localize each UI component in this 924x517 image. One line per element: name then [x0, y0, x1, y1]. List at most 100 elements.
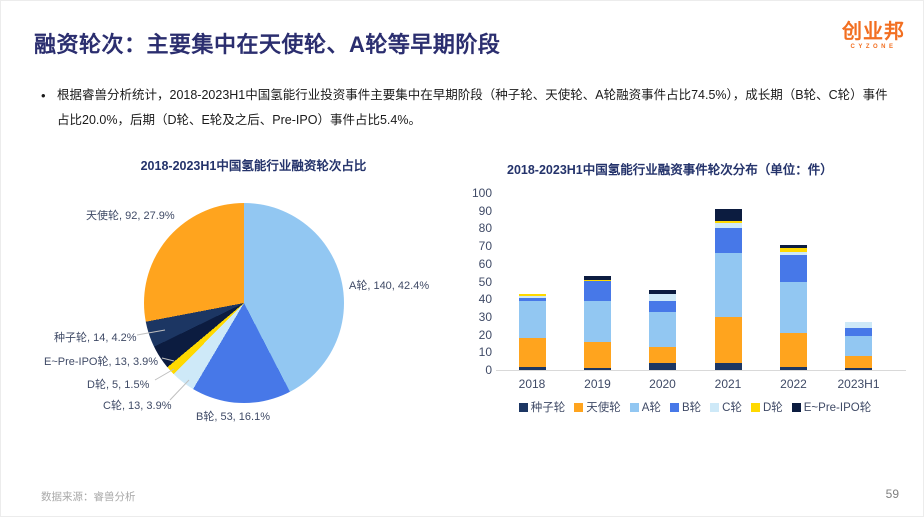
x-axis-label-2021: 2021	[714, 377, 742, 391]
y-axis-tick-90: 90	[478, 203, 492, 218]
bar-segment-种子轮	[518, 366, 546, 370]
legend-item-E~Pre-IPO轮: E~Pre-IPO轮	[791, 399, 872, 415]
bar-segment-A轮	[780, 281, 807, 333]
pie-label-round-d: D轮, 5, 1.5%	[87, 379, 150, 391]
bar-segment-天使轮	[649, 347, 676, 363]
bar-segment-D轮	[780, 248, 807, 252]
bar-segment-C轮	[518, 295, 546, 298]
pie-chart	[144, 203, 344, 403]
page-number: 59	[885, 487, 899, 501]
bar-segment-天使轮	[584, 341, 611, 369]
legend-item-A轮: A轮	[629, 399, 661, 415]
bullet-text: 根据睿兽分析统计，2018-2023H1中国氢能行业投资事件主要集中在早期阶段（…	[57, 88, 888, 127]
bar-segment-种子轮	[649, 362, 676, 370]
bar-chart-plot-area: 0 10 20 30 40 50 60 70 80 90 100 2018 2019 2020 2021 20…	[472, 186, 906, 391]
bar-segment-A轮	[714, 253, 742, 317]
y-axis-tick-80: 80	[478, 221, 492, 236]
legend-label: D轮	[762, 402, 783, 414]
x-axis-label-2019: 2019	[584, 377, 611, 391]
stacked-bar-2020	[649, 290, 676, 370]
legend-label: B轮	[681, 402, 702, 414]
bar-segment-B轮	[518, 297, 546, 302]
pie-label-angel: 天使轮, 92, 27.9%	[86, 210, 175, 222]
pie-label-round-a: A轮, 140, 42.4%	[349, 280, 430, 292]
bar-segment-A轮	[845, 336, 872, 356]
bar-segment-C轮	[780, 251, 807, 256]
legend-item-C轮: C轮	[710, 399, 742, 415]
bar-segment-种子轮	[845, 368, 872, 370]
x-axis-label-2020: 2020	[649, 377, 676, 391]
legend-swatch-icon	[750, 402, 760, 412]
y-axis-tick-100: 100	[471, 186, 492, 200]
bar-segment-种子轮	[780, 366, 807, 370]
logo-sub-text: CYZONE	[850, 44, 897, 50]
y-axis-tick-20: 20	[478, 327, 492, 342]
bar-chart-title: 2018-2023H1中国氢能行业融资事件轮次分布（单位：件）	[507, 163, 833, 177]
legend-label: 种子轮	[530, 402, 566, 414]
legend-swatch-icon	[710, 402, 720, 412]
bar-segment-A轮	[649, 311, 676, 348]
bullet-paragraph: • 根据睿兽分析统计，2018-2023H1中国氢能行业投资事件主要集中在早期阶…	[41, 83, 889, 133]
bar-segment-B轮	[780, 255, 807, 282]
bar-chart-legend: 种子轮 天使轮 A轮 B轮 C轮 D轮 E~Pre-IPO轮	[471, 399, 919, 415]
bar-segment-A轮	[584, 300, 611, 342]
bar-segment-A轮	[518, 301, 546, 339]
legend-swatch-icon	[629, 402, 639, 412]
legend-item-天使轮: 天使轮	[574, 399, 621, 415]
legend-label: 天使轮	[586, 402, 621, 414]
legend-label: E~Pre-IPO轮	[803, 402, 872, 414]
bar-segment-E~Pre-IPO轮	[649, 290, 676, 294]
y-axis-tick-60: 60	[478, 256, 492, 271]
pie-label-round-c: C轮, 13, 3.9%	[103, 400, 172, 412]
pie-chart-panel: 2018-2023H1中国氢能行业融资轮次占比 天使轮, 92, 27.9% A…	[41, 151, 466, 431]
pie-label-seed: 种子轮, 14, 4.2%	[54, 332, 137, 344]
stacked-bar-2021	[714, 208, 742, 370]
bullet-marker: •	[41, 88, 46, 103]
data-source-note: 数据来源：睿兽分析	[41, 491, 136, 503]
bar-chart-panel: 2018-2023H1中国氢能行业融资事件轮次分布（单位：件） 0 10 20 30 4…	[471, 156, 919, 431]
legend-label: C轮	[722, 402, 742, 414]
legend-swatch-icon	[669, 402, 679, 412]
bar-segment-天使轮	[518, 338, 546, 367]
bar-segment-D轮	[584, 279, 611, 282]
bar-segment-E~Pre-IPO轮	[584, 276, 611, 280]
bar-segment-C轮	[714, 223, 742, 229]
bar-segment-D轮	[518, 293, 546, 296]
y-axis-tick-70: 70	[478, 239, 492, 254]
bar-segment-天使轮	[845, 355, 872, 369]
pie-label-pre-ipo: E~Pre-IPO轮, 13, 3.9%	[44, 356, 159, 368]
bar-segment-E~Pre-IPO轮	[714, 208, 742, 222]
legend-swatch-icon	[791, 402, 801, 412]
legend-item-种子轮: 种子轮	[518, 399, 566, 415]
legend-swatch-icon	[574, 402, 584, 412]
pie-label-round-b: B轮, 53, 16.1%	[196, 411, 270, 423]
legend-item-D轮: D轮	[750, 399, 783, 415]
page-title: 融资轮次：主要集中在天使轮、A轮等早期阶段	[34, 32, 501, 57]
y-axis-tick-0: 0	[485, 363, 492, 377]
y-axis-tick-50: 50	[478, 274, 492, 289]
x-axis-label-2023H1: 2023H1	[837, 377, 880, 391]
x-axis-label-2022: 2022	[780, 377, 807, 391]
bar-segment-种子轮	[714, 362, 742, 370]
legend-label: A轮	[641, 402, 661, 414]
stacked-bar-2019	[584, 276, 611, 370]
y-axis-tick-30: 30	[478, 309, 492, 324]
stacked-bar-2018	[518, 293, 546, 370]
bar-segment-种子轮	[584, 368, 611, 370]
stacked-bar-2023H1	[845, 322, 872, 370]
bar-segment-B轮	[714, 228, 742, 254]
bar-segment-天使轮	[780, 332, 807, 367]
y-axis-tick-10: 10	[478, 345, 492, 360]
stacked-bar-2022	[780, 244, 807, 370]
bar-segment-E~Pre-IPO轮	[780, 244, 807, 249]
logo-brand-text: 创业邦	[842, 21, 905, 43]
bar-segment-B轮	[649, 301, 676, 312]
legend-swatch-icon	[518, 402, 528, 412]
bar-segment-C轮	[649, 293, 676, 302]
legend-item-B轮: B轮	[669, 399, 702, 415]
bar-segment-B轮	[584, 281, 611, 301]
cyzone-logo: 创业邦 CYZONE	[842, 21, 905, 50]
x-axis-label-2018: 2018	[518, 377, 546, 391]
pie-chart-title: 2018-2023H1中国氢能行业融资轮次占比	[140, 159, 367, 173]
bar-segment-B轮	[845, 327, 872, 337]
